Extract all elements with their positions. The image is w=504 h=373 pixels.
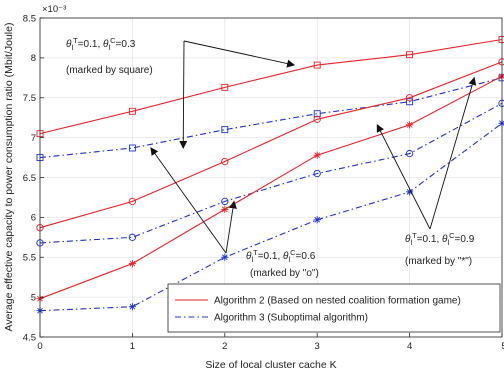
x-axis-label: Size of local cluster cache K — [205, 359, 336, 371]
series-3-point-3 — [313, 169, 321, 178]
y-tick-label-5: 7 — [31, 133, 36, 144]
annotation-star-marked-by: (marked by "*") — [405, 256, 472, 267]
series-line-5 — [39, 122, 503, 312]
series-line-4 — [39, 75, 503, 300]
series-1-point-4 — [406, 98, 414, 106]
series-3-point-1 — [128, 233, 137, 241]
series-2-point-2 — [221, 157, 229, 166]
series-1-point-3 — [313, 110, 321, 118]
y-tick-label-3: 6 — [31, 213, 36, 224]
series-1-point-1 — [128, 144, 136, 152]
y-tick-label-4: 6.5 — [23, 173, 36, 184]
annotation-circle-theta-t: 0.1 — [264, 251, 278, 262]
x-tick-label-2: 2 — [222, 341, 227, 352]
series-5-point-4 — [406, 188, 414, 196]
series-2-point-3 — [313, 115, 321, 123]
x-tick-label-0: 0 — [37, 341, 42, 352]
series-2-point-1 — [128, 197, 137, 206]
series-2-point-4 — [405, 94, 414, 102]
series-4-point-1 — [128, 260, 136, 268]
series-line-0 — [39, 38, 503, 135]
series-0-point-4 — [406, 51, 414, 59]
series-5-point-1 — [128, 303, 136, 311]
series-3-point-2 — [221, 197, 229, 206]
annotation-star: θlT=0.1, θlC=0.9 (marked by "*") — [405, 231, 475, 267]
series-line-1 — [39, 77, 503, 159]
legend-box — [167, 283, 501, 333]
annotation-arrow-square-1 — [179, 40, 188, 149]
svg-text:θlT=0.1, θlC=0.3: θlT=0.1, θlC=0.3 — [66, 36, 136, 52]
y-axis-label: Average effective capacity to power cons… — [3, 23, 15, 332]
y-tick-label-0: 4.5 — [23, 332, 36, 343]
series-0-point-1 — [128, 107, 136, 115]
svg-text:θlT=0.1, θlC=0.9: θlT=0.1, θlC=0.9 — [405, 231, 475, 247]
y-tick-label-7: 8 — [31, 53, 36, 64]
annotation-arrow-circle-0 — [150, 147, 227, 254]
series-4-point-3 — [313, 151, 321, 159]
annotation-square: θlT=0.1, θlC=0.3 (marked by square) — [66, 36, 153, 76]
annotation-circle-theta-c: 0.6 — [301, 251, 315, 262]
y-tick-label-2: 5.5 — [23, 253, 36, 264]
y-tick-label-8: 8.5 — [23, 13, 36, 24]
legend-label-algorithm-2: Algorithm 2 (Based on nested coalition f… — [214, 296, 461, 307]
annotation-circle: θlT=0.1, θlC=0.6 (marked by "o") — [246, 248, 319, 279]
series-line-2 — [39, 61, 503, 229]
series-3-point-4 — [405, 149, 414, 158]
y-exponent: ×10⁻³ — [42, 4, 66, 15]
y-tick-label-6: 7.5 — [23, 93, 36, 104]
annotation-square-marked-by: (marked by square) — [66, 65, 153, 76]
annotation-arrow-square-0 — [183, 40, 296, 68]
annotation-arrow-circle-1 — [225, 200, 237, 254]
series-line-3 — [39, 102, 503, 244]
x-tick-label-3: 3 — [315, 341, 320, 352]
series-group — [36, 36, 504, 315]
annotation-arrows — [150, 40, 477, 254]
annotation-star-theta-c: 0.9 — [460, 234, 474, 245]
annotation-circle-marked-by: (marked by "o") — [250, 268, 319, 279]
series-4-point-2 — [221, 205, 229, 213]
series-4-point-4 — [406, 121, 414, 129]
legend: Algorithm 2 (Based on nested coalition f… — [167, 283, 501, 333]
legend-label-algorithm-3: Algorithm 3 (Suboptimal algorithm) — [214, 313, 368, 324]
ticks-group: 0 1 2 3 4 5 4.5 5 5.5 6 6.5 7 7.5 8 8.5 — [23, 13, 504, 352]
x-tick-label-5: 5 — [501, 341, 504, 352]
svg-text:θlT=0.1, θlC=0.6: θlT=0.1, θlC=0.6 — [246, 248, 316, 264]
annotation-square-theta-c: 0.3 — [121, 39, 135, 50]
series-0-point-3 — [313, 61, 321, 69]
y-tick-label-1: 5 — [31, 292, 36, 303]
series-1-point-2 — [221, 126, 229, 134]
x-tick-label-4: 4 — [407, 341, 412, 352]
annotation-star-theta-t: 0.1 — [423, 234, 437, 245]
series-5-point-2 — [221, 253, 229, 261]
x-tick-label-1: 1 — [130, 341, 135, 352]
annotation-arrow-star-0 — [376, 123, 431, 230]
series-5-point-3 — [313, 216, 321, 224]
annotation-arrow-star-1 — [429, 76, 477, 230]
annotation-square-theta-t: 0.1 — [84, 39, 98, 50]
series-0-point-2 — [221, 83, 229, 91]
